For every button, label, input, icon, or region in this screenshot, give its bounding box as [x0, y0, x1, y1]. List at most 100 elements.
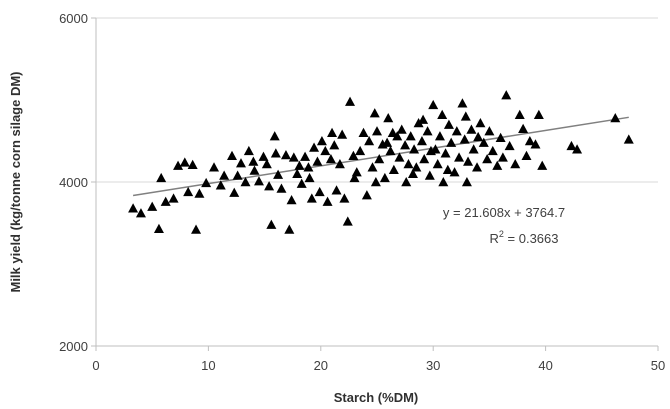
data-point — [400, 140, 411, 150]
data-point — [300, 151, 311, 161]
data-point — [521, 150, 532, 161]
data-point — [339, 193, 350, 203]
data-point — [437, 109, 448, 120]
data-point — [348, 150, 359, 161]
data-point — [610, 113, 621, 123]
data-point — [434, 131, 445, 141]
data-point — [351, 167, 362, 177]
data-point — [566, 140, 577, 151]
r-squared-superscript: 2 — [499, 229, 504, 239]
x-tick-label: 10 — [201, 358, 215, 373]
data-point — [147, 201, 158, 211]
data-point — [229, 187, 240, 197]
data-point — [227, 150, 238, 161]
data-point — [187, 159, 198, 170]
y-tick-label: 6000 — [59, 11, 88, 26]
data-point — [369, 108, 380, 118]
tick-labels: 2000 4000 6000 0 10 20 30 40 50 — [59, 11, 665, 373]
data-point — [572, 144, 583, 154]
data-point — [215, 180, 226, 190]
data-point — [270, 148, 281, 158]
data-point — [440, 148, 451, 158]
data-point — [306, 193, 317, 203]
data-point — [286, 195, 297, 205]
data-point — [463, 156, 474, 166]
data-point — [537, 160, 548, 170]
data-point — [501, 90, 512, 100]
data-point — [349, 172, 360, 183]
data-point — [418, 114, 429, 124]
data-point — [409, 144, 420, 154]
data-point — [495, 132, 506, 142]
data-point — [325, 154, 336, 164]
data-point — [249, 165, 260, 175]
data-point — [388, 164, 399, 174]
y-tick-label: 4000 — [59, 175, 88, 190]
data-point — [361, 190, 372, 200]
data-point — [334, 158, 345, 169]
data-point — [355, 145, 366, 156]
data-point — [387, 127, 398, 138]
trendline-group — [132, 116, 629, 197]
x-tick-label: 50 — [651, 358, 665, 373]
data-point — [451, 126, 462, 136]
data-point — [446, 137, 457, 147]
data-point — [191, 224, 202, 234]
data-point — [432, 158, 443, 169]
data-point — [524, 136, 535, 146]
r-squared-label: R2 = 0.3663 — [490, 229, 559, 246]
data-point — [194, 188, 205, 198]
data-point — [533, 109, 544, 120]
data-point — [424, 170, 435, 180]
r-squared-prefix: R — [490, 231, 499, 246]
data-point — [183, 186, 194, 197]
data-point — [322, 196, 333, 206]
x-tick-label: 20 — [314, 358, 328, 373]
data-point — [276, 183, 287, 193]
data-point — [401, 177, 412, 187]
trendline — [132, 116, 629, 197]
axes — [91, 17, 659, 351]
data-point — [201, 177, 212, 188]
data-point — [482, 154, 493, 164]
data-point — [309, 142, 320, 152]
data-point — [296, 178, 307, 188]
data-point — [370, 177, 381, 187]
data-point — [240, 177, 251, 187]
data-point — [459, 134, 470, 144]
data-point — [530, 139, 541, 149]
data-point — [411, 162, 422, 172]
data-point — [416, 136, 427, 146]
data-point — [284, 224, 295, 234]
data-point — [345, 96, 356, 106]
r-squared-value: = 0.3663 — [504, 231, 559, 246]
data-point — [372, 126, 382, 136]
data-point — [264, 181, 275, 191]
data-point — [405, 131, 416, 141]
data-point — [331, 185, 342, 195]
data-point — [292, 168, 303, 179]
data-point — [303, 162, 314, 172]
data-point — [428, 99, 439, 110]
data-point — [382, 137, 393, 147]
data-point — [449, 167, 460, 177]
data-point — [394, 152, 405, 162]
data-point — [518, 123, 529, 133]
data-point — [385, 145, 396, 156]
data-point — [487, 145, 498, 156]
data-point — [209, 162, 220, 172]
data-point — [288, 152, 299, 162]
data-point — [358, 127, 369, 138]
data-point — [379, 172, 390, 183]
data-point — [314, 186, 325, 197]
data-point — [261, 158, 272, 169]
x-axis-title: Starch (%DM) — [334, 390, 419, 405]
data-point — [623, 134, 634, 144]
data-point — [504, 140, 515, 151]
data-point — [179, 157, 190, 167]
data-point — [396, 124, 407, 134]
data-point — [316, 136, 327, 146]
data-point — [475, 117, 486, 128]
data-point — [460, 111, 471, 121]
data-point — [425, 145, 436, 156]
